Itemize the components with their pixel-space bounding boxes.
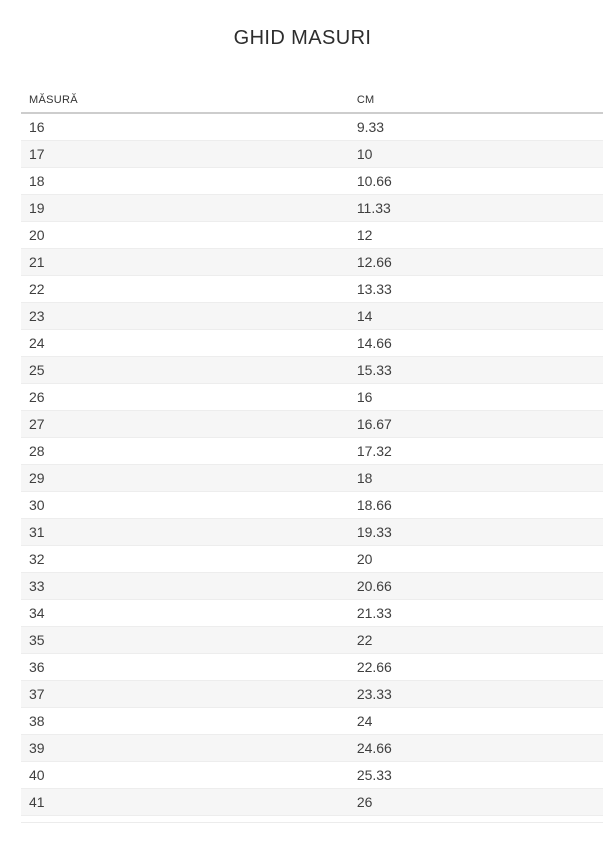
table-row: 34 21.33	[21, 599, 603, 627]
cell-cm: 23.33	[348, 680, 603, 708]
page-title: GHID MASURI	[233, 27, 372, 49]
cell-cm: 21.33	[348, 599, 603, 627]
cell-size: 25	[21, 356, 349, 384]
cell-cm: 19.33	[348, 518, 603, 546]
table-row: 30 18.66	[21, 491, 603, 519]
cell-cm: 16	[348, 383, 603, 411]
cell-size: 41	[21, 788, 349, 816]
table-row: 39 24.66	[21, 734, 603, 762]
table-row: 16 9.33	[21, 113, 603, 141]
table-row: 21 12.66	[21, 248, 603, 276]
cell-cm: 17.32	[348, 437, 603, 465]
column-header-cm: CM	[348, 94, 603, 114]
cell-cm: 12	[348, 221, 603, 249]
table-row: 28 17.32	[21, 437, 603, 465]
size-guide-table-head: MĂSURĂ CM	[21, 94, 603, 114]
cell-cm: 14.66	[348, 329, 603, 357]
table-row: 24 14.66	[21, 329, 603, 357]
table-row: 18 10.66	[21, 167, 603, 195]
cell-size: 27	[21, 410, 349, 438]
cell-size: 23	[21, 302, 349, 330]
column-header-masura: MĂSURĂ	[21, 94, 349, 114]
cell-cm: 11.33	[348, 194, 603, 222]
header-row: MĂSURĂ CM	[21, 94, 603, 114]
cell-size: 16	[21, 113, 349, 141]
table-row: 20 12	[21, 221, 603, 249]
cell-size: 30	[21, 491, 349, 519]
cell-size: 39	[21, 734, 349, 762]
cell-size: 38	[21, 707, 349, 735]
cell-cm: 9.33	[348, 113, 603, 141]
cell-size: 28	[21, 437, 349, 465]
cell-size: 22	[21, 275, 349, 303]
cell-cm: 20	[348, 545, 603, 573]
cell-size: 33	[21, 572, 349, 600]
cell-cm: 10	[348, 140, 603, 168]
cell-size: 29	[21, 464, 349, 492]
cell-size: 26	[21, 383, 349, 411]
table-bottom-divider	[21, 822, 603, 823]
cell-size: 18	[21, 167, 349, 195]
table-row: 29 18	[21, 464, 603, 492]
cell-size: 17	[21, 140, 349, 168]
cell-cm: 22.66	[348, 653, 603, 681]
cell-size: 31	[21, 518, 349, 546]
size-guide-table-body: 16 9.33 17 10 18 10.66 19 11.33 20 12 21 12.66 22 13.…	[21, 113, 603, 816]
size-guide-table: MĂSURĂ CM 16 9.33 17 10 18 10.66 19 11.33 20 12 21…	[21, 94, 603, 816]
cell-cm: 24	[348, 707, 603, 735]
cell-size: 35	[21, 626, 349, 654]
cell-cm: 13.33	[348, 275, 603, 303]
cell-size: 34	[21, 599, 349, 627]
cell-cm: 12.66	[348, 248, 603, 276]
table-row: 35 22	[21, 626, 603, 654]
table-row: 25 15.33	[21, 356, 603, 384]
cell-cm: 24.66	[348, 734, 603, 762]
table-row: 17 10	[21, 140, 603, 168]
cell-size: 32	[21, 545, 349, 573]
table-row: 27 16.67	[21, 410, 603, 438]
cell-cm: 18.66	[348, 491, 603, 519]
cell-cm: 22	[348, 626, 603, 654]
table-row: 23 14	[21, 302, 603, 330]
table-row: 40 25.33	[21, 761, 603, 789]
cell-size: 19	[21, 194, 349, 222]
cell-cm: 25.33	[348, 761, 603, 789]
cell-size: 36	[21, 653, 349, 681]
cell-cm: 16.67	[348, 410, 603, 438]
table-row: 19 11.33	[21, 194, 603, 222]
table-row: 33 20.66	[21, 572, 603, 600]
table-row: 31 19.33	[21, 518, 603, 546]
cell-size: 40	[21, 761, 349, 789]
cell-cm: 15.33	[348, 356, 603, 384]
cell-size: 24	[21, 329, 349, 357]
cell-size: 21	[21, 248, 349, 276]
cell-cm: 18	[348, 464, 603, 492]
cell-cm: 10.66	[348, 167, 603, 195]
cell-cm: 20.66	[348, 572, 603, 600]
cell-size: 37	[21, 680, 349, 708]
table-row: 22 13.33	[21, 275, 603, 303]
cell-cm: 26	[348, 788, 603, 816]
table-row: 38 24	[21, 707, 603, 735]
table-row: 36 22.66	[21, 653, 603, 681]
size-guide-section: MĂSURĂ CM 16 9.33 17 10 18 10.66 19 11.33 20 12 21…	[21, 94, 603, 816]
table-row: 32 20	[21, 545, 603, 573]
table-row: 41 26	[21, 788, 603, 816]
table-row: 26 16	[21, 383, 603, 411]
cell-size: 20	[21, 221, 349, 249]
table-row: 37 23.33	[21, 680, 603, 708]
cell-cm: 14	[348, 302, 603, 330]
